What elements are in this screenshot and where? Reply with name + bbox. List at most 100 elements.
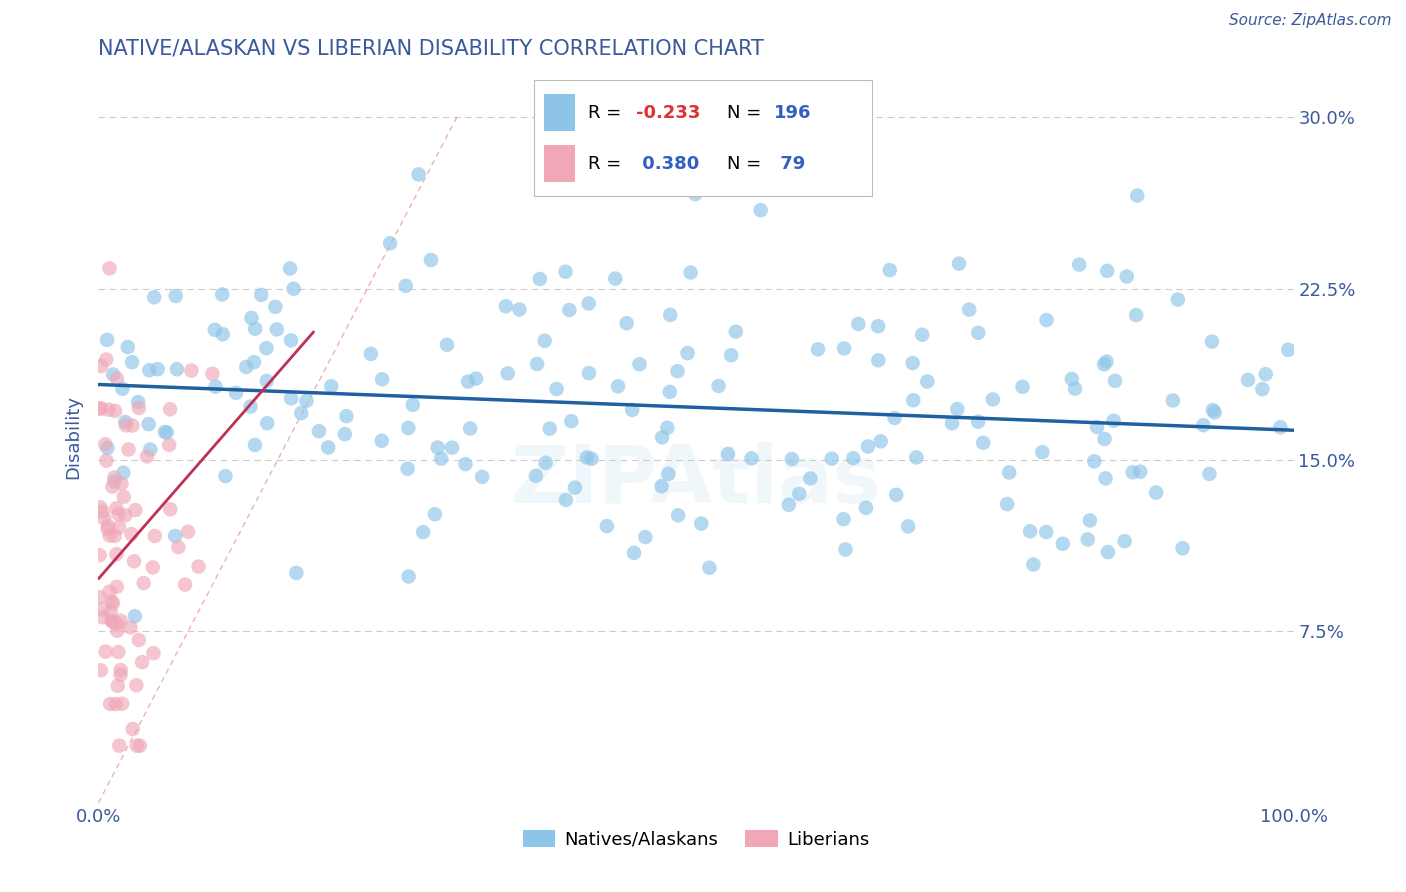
Point bbox=[1052, 537, 1074, 551]
Point bbox=[94, 644, 117, 658]
Point bbox=[101, 594, 124, 608]
Point bbox=[1254, 367, 1277, 381]
Point bbox=[89, 548, 111, 562]
Point bbox=[799, 471, 821, 485]
Point bbox=[96, 333, 118, 347]
Point bbox=[1161, 393, 1184, 408]
Point bbox=[111, 697, 134, 711]
Point bbox=[105, 547, 128, 561]
Point bbox=[120, 620, 142, 634]
Point bbox=[941, 417, 963, 431]
Point bbox=[250, 288, 273, 302]
Point bbox=[1129, 465, 1152, 479]
Point bbox=[239, 400, 262, 414]
Point bbox=[159, 402, 181, 417]
Point bbox=[225, 385, 247, 400]
Point bbox=[846, 317, 869, 331]
Point bbox=[749, 203, 772, 218]
Point bbox=[125, 678, 148, 692]
Point bbox=[120, 527, 142, 541]
Point bbox=[524, 468, 547, 483]
Point bbox=[436, 338, 458, 352]
Point bbox=[142, 560, 165, 574]
Point bbox=[578, 296, 600, 310]
Point bbox=[165, 529, 187, 543]
Point bbox=[153, 425, 176, 439]
Text: N =: N = bbox=[727, 103, 766, 121]
Point bbox=[554, 492, 576, 507]
Point bbox=[280, 392, 302, 406]
Point bbox=[1201, 334, 1223, 349]
Point bbox=[657, 421, 679, 435]
Point bbox=[1251, 382, 1274, 396]
Point bbox=[856, 440, 879, 454]
Point bbox=[651, 430, 673, 444]
Point bbox=[558, 303, 581, 318]
Point bbox=[1125, 308, 1147, 322]
Point bbox=[897, 519, 920, 533]
Point bbox=[396, 461, 419, 475]
Point bbox=[240, 310, 263, 325]
Text: R =: R = bbox=[588, 103, 627, 121]
Point bbox=[122, 554, 145, 568]
Point bbox=[1094, 471, 1116, 485]
Point bbox=[97, 522, 120, 536]
Point bbox=[101, 479, 124, 493]
Point bbox=[128, 633, 150, 648]
Point bbox=[868, 319, 890, 334]
Point bbox=[90, 401, 112, 416]
Point bbox=[616, 316, 638, 330]
Point bbox=[89, 500, 111, 515]
Point bbox=[121, 355, 143, 369]
Text: N =: N = bbox=[727, 155, 766, 173]
Point bbox=[243, 438, 266, 452]
Point bbox=[89, 402, 111, 417]
Point bbox=[621, 402, 644, 417]
Point bbox=[91, 610, 114, 624]
Point bbox=[138, 363, 160, 377]
Point bbox=[283, 282, 305, 296]
Point bbox=[1035, 524, 1057, 539]
Point bbox=[103, 615, 125, 630]
Point bbox=[408, 168, 430, 182]
Point bbox=[398, 569, 420, 583]
Point bbox=[136, 450, 159, 464]
Point bbox=[143, 529, 166, 543]
Point bbox=[211, 327, 233, 342]
Point bbox=[495, 299, 517, 313]
Point bbox=[157, 438, 180, 452]
Point bbox=[529, 272, 551, 286]
Point bbox=[290, 406, 312, 420]
Point bbox=[98, 584, 121, 599]
Point bbox=[780, 452, 803, 467]
Text: 79: 79 bbox=[773, 155, 806, 173]
Point bbox=[335, 409, 357, 424]
Point bbox=[371, 372, 394, 386]
Point bbox=[245, 322, 267, 336]
Point bbox=[1270, 420, 1292, 434]
Point bbox=[104, 404, 127, 418]
Point bbox=[883, 411, 905, 425]
Point bbox=[1064, 382, 1087, 396]
Point bbox=[690, 516, 713, 531]
Point bbox=[441, 441, 464, 455]
Text: 0.380: 0.380 bbox=[636, 155, 699, 173]
Point bbox=[235, 359, 257, 374]
Point bbox=[110, 614, 132, 628]
Point bbox=[564, 481, 586, 495]
Point bbox=[685, 187, 707, 202]
Point bbox=[89, 590, 111, 604]
Point bbox=[1114, 534, 1136, 549]
Point bbox=[1167, 293, 1189, 307]
Point bbox=[180, 363, 202, 377]
Point bbox=[278, 261, 301, 276]
Point bbox=[699, 561, 721, 575]
Point bbox=[100, 614, 122, 628]
Point bbox=[143, 290, 166, 304]
Point bbox=[628, 357, 651, 371]
Point bbox=[97, 519, 120, 533]
Point bbox=[607, 379, 630, 393]
Point bbox=[101, 368, 124, 382]
Point bbox=[107, 507, 129, 521]
Point bbox=[115, 418, 138, 433]
